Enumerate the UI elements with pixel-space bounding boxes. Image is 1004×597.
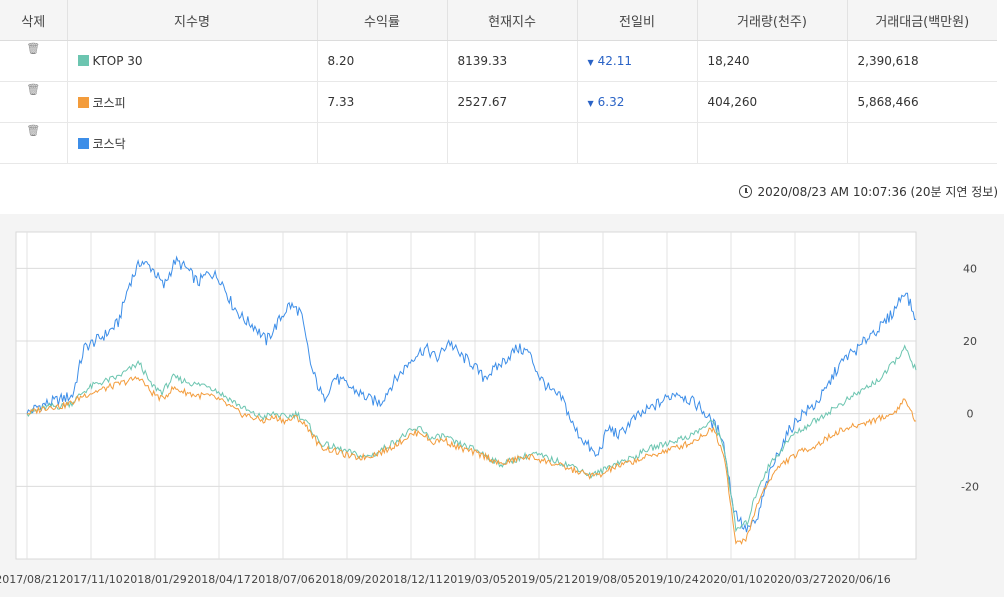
- x-tick-label: 2019/05/21: [507, 573, 570, 586]
- y-tick-label: 20: [963, 335, 977, 348]
- index-name-cell: 코스닥: [67, 122, 318, 164]
- volume-cell: [697, 122, 848, 164]
- series-line: [26, 344, 917, 533]
- series-color-swatch: [77, 137, 89, 149]
- index-name-cell: 코스피: [67, 81, 318, 123]
- line-chart: 2017/08/21 2017/11/10 2018/01/29 2018/04/17…: [0, 231, 979, 586]
- volume-cell: 404,260: [697, 81, 848, 123]
- x-tick-label: 2018/01/29: [123, 573, 186, 586]
- amount-cell: [847, 122, 997, 164]
- series-color-swatch: [77, 96, 89, 108]
- index-name: KTOP 30: [92, 54, 143, 68]
- amount-cell: 2,390,618: [847, 40, 997, 82]
- current-cell: 2527.67: [447, 81, 578, 123]
- y-tick-label: 40: [963, 262, 977, 275]
- change-cell: [577, 122, 698, 164]
- x-tick-label: 2019/03/05: [443, 573, 506, 586]
- change-value: 42.11: [597, 54, 633, 68]
- clock-icon: [739, 185, 753, 198]
- return-cell: 7.33: [317, 81, 448, 123]
- col-header-volume: 거래량(천주): [697, 0, 848, 41]
- index-name: 코스피: [92, 95, 126, 110]
- timestamp: 2020/08/23 AM 10:07:36 (20분 지연 정보): [739, 183, 998, 200]
- index-table: 삭제 지수명 수익률 현재지수 전일비 거래량(천주) 거래대금(백만원) 🗑 …: [0, 0, 997, 164]
- x-tick-label: 2020/06/16: [827, 573, 890, 586]
- x-tick-label: 2018/04/17: [187, 573, 250, 586]
- x-tick-label: 2018/09/20: [315, 573, 378, 586]
- x-tick-label: 2018/07/06: [251, 573, 314, 586]
- x-tick-label: 2017/08/21: [0, 573, 59, 586]
- delete-cell: 🗑: [0, 81, 68, 123]
- table-row: 🗑 코스닥: [0, 122, 997, 164]
- x-tick-label: 2018/12/11: [379, 573, 442, 586]
- x-tick-label: 2020/03/27: [763, 573, 826, 586]
- x-tick-label: 2019/10/24: [635, 573, 698, 586]
- x-tick-label: 2020/01/10: [699, 573, 762, 586]
- series-line: [27, 375, 917, 546]
- table-row: 🗑 KTOP 30 8.20 8139.33 ▼ 42.11 18,240 2,3…: [0, 40, 997, 82]
- series-color-swatch: [77, 55, 89, 66]
- delete-cell: 🗑: [0, 40, 68, 82]
- trash-icon[interactable]: 🗑: [26, 124, 41, 137]
- col-header-return: 수익률: [317, 0, 448, 41]
- delete-cell: 🗑: [0, 122, 68, 164]
- plot-background: [15, 231, 917, 560]
- table-header-row: 삭제 지수명 수익률 현재지수 전일비 거래량(천주) 거래대금(백만원): [0, 0, 997, 41]
- chart-area: 2017/08/21 2017/11/10 2018/01/29 2018/04/17…: [0, 214, 1004, 597]
- y-tick-label: -20: [961, 480, 979, 493]
- volume-cell: 18,240: [697, 40, 848, 82]
- index-name: 코스닥: [92, 136, 126, 151]
- col-header-current: 현재지수: [447, 0, 578, 41]
- down-triangle-icon: ▼: [587, 99, 594, 108]
- current-cell: 8139.33: [447, 40, 578, 82]
- col-header-change: 전일비: [577, 0, 698, 41]
- x-tick-label: 2019/08/05: [571, 573, 634, 586]
- current-cell: [447, 122, 578, 164]
- x-tick-label: 2017/11/10: [59, 573, 122, 586]
- index-name-cell: KTOP 30: [67, 40, 318, 82]
- amount-cell: 5,868,466: [847, 81, 997, 123]
- trash-icon[interactable]: 🗑: [26, 42, 41, 55]
- y-tick-label: 0: [967, 408, 974, 421]
- return-cell: 8.20: [317, 40, 448, 82]
- timestamp-text: 2020/08/23 AM 10:07:36 (20분 지연 정보): [757, 185, 998, 199]
- table-row: 🗑 코스피 7.33 2527.67 ▼ 6.32 404,260 5,868,4…: [0, 81, 997, 123]
- change-value: 6.32: [597, 95, 625, 109]
- col-header-index-name: 지수명: [67, 0, 318, 41]
- change-cell: ▼ 6.32: [577, 81, 698, 123]
- change-cell: ▼ 42.11: [577, 40, 698, 82]
- col-header-delete: 삭제: [0, 0, 68, 41]
- return-cell: [317, 122, 448, 164]
- down-triangle-icon: ▼: [587, 58, 594, 67]
- col-header-amount: 거래대금(백만원): [847, 0, 997, 41]
- trash-icon[interactable]: 🗑: [26, 83, 41, 96]
